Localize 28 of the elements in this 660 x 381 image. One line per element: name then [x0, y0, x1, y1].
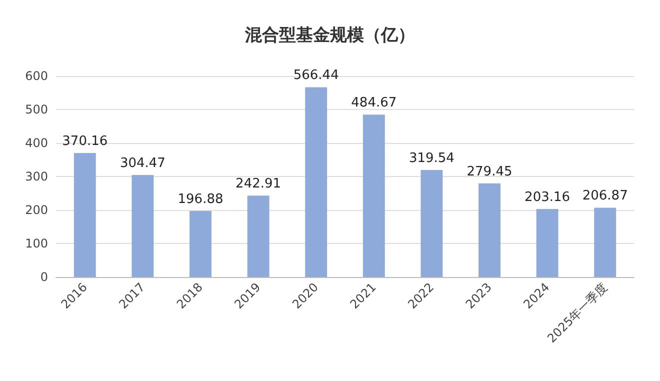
- data-label: 206.87: [582, 188, 628, 204]
- data-label: 203.16: [524, 190, 570, 205]
- data-label: 319.54: [408, 150, 454, 166]
- data-label: 279.45: [466, 164, 512, 180]
- data-label: 370.16: [62, 134, 108, 149]
- y-tick-label: 600: [25, 69, 48, 83]
- y-tick-label: 500: [25, 102, 48, 116]
- y-tick-label: 0: [40, 270, 48, 284]
- data-label: 484.67: [351, 96, 397, 111]
- bar: [190, 211, 212, 277]
- bar: [594, 208, 616, 277]
- bar: [478, 183, 500, 277]
- bar: [420, 170, 443, 277]
- bar: [536, 208, 558, 277]
- chart-title: 混合型基金规模（亿）: [244, 26, 415, 46]
- bar: [362, 114, 385, 277]
- y-tick-label: 400: [25, 136, 48, 150]
- data-label: 566.44: [293, 68, 339, 84]
- data-label: 196.88: [178, 192, 224, 208]
- y-tick-label: 300: [25, 170, 48, 184]
- data-label: 242.91: [236, 176, 282, 192]
- bar: [247, 196, 270, 277]
- data-label: 304.47: [120, 156, 166, 172]
- y-tick-label: 200: [25, 203, 48, 217]
- y-tick-label: 100: [25, 236, 48, 250]
- bar: [132, 175, 154, 277]
- bar: [74, 152, 96, 277]
- bar: [305, 87, 328, 277]
